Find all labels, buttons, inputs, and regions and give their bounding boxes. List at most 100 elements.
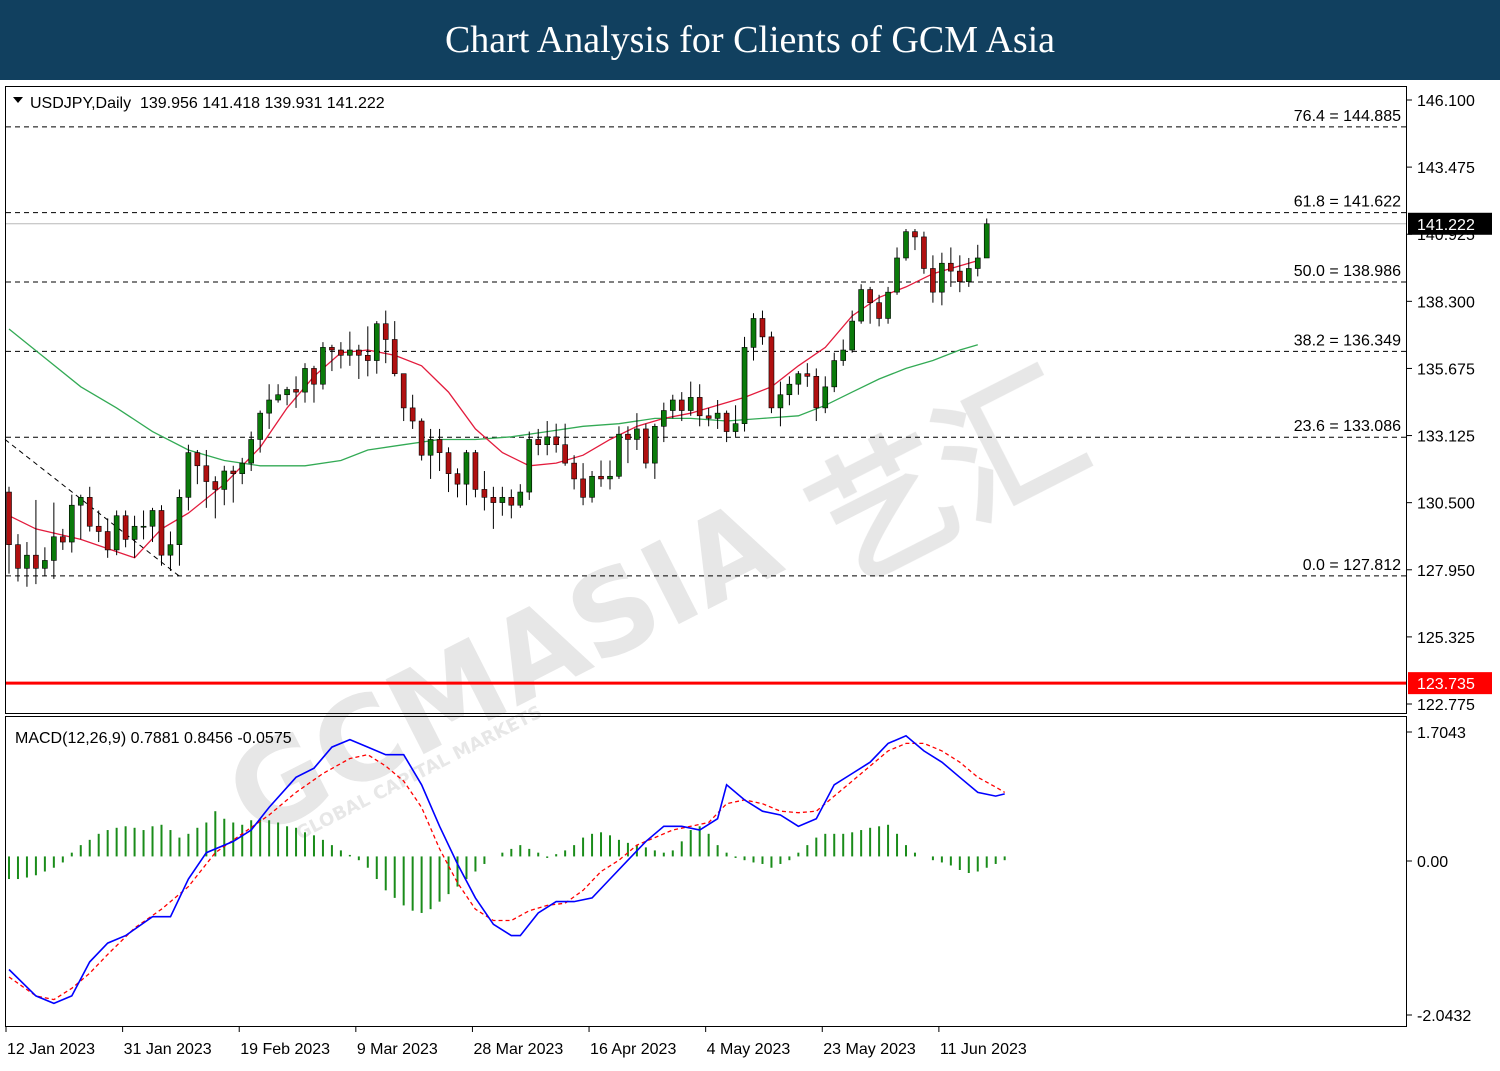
candle-body bbox=[167, 544, 174, 556]
candle-body bbox=[284, 389, 290, 396]
candle-body bbox=[768, 336, 775, 409]
candle-body bbox=[499, 497, 506, 503]
fib-level-label: 76.4 = 144.885 bbox=[1294, 108, 1401, 125]
candle-body bbox=[777, 394, 784, 409]
candle-body bbox=[894, 257, 900, 293]
candle-body bbox=[427, 439, 434, 456]
candle-body bbox=[212, 481, 219, 490]
macd-main-line bbox=[8, 734, 1005, 1005]
y-tick-label: 135.675 bbox=[1417, 361, 1475, 378]
macd-y-tick-label: -2.0432 bbox=[1417, 1008, 1471, 1025]
fib-level-label: 50.0 = 138.986 bbox=[1294, 263, 1401, 280]
candle-body bbox=[607, 475, 613, 480]
candle-body bbox=[634, 428, 640, 440]
x-tick-label: 9 Mar 2023 bbox=[357, 1041, 438, 1058]
candle-body bbox=[266, 399, 272, 414]
fib-level-label: 38.2 = 136.349 bbox=[1294, 332, 1401, 349]
candle-body bbox=[831, 360, 838, 388]
candle-body bbox=[140, 525, 147, 528]
fibonacci-levels: 76.4 = 144.885 61.8 = 141.622 50.0 = 138.9… bbox=[4, 108, 1406, 685]
candle-body bbox=[382, 323, 389, 340]
candle-body bbox=[51, 536, 57, 561]
y-tick-label: 125.325 bbox=[1417, 630, 1475, 647]
candle-body bbox=[553, 436, 559, 446]
candle-body bbox=[939, 262, 945, 293]
candle-body bbox=[589, 475, 595, 498]
candle-body bbox=[723, 412, 730, 432]
candle-body bbox=[643, 428, 649, 464]
candle-body bbox=[257, 412, 263, 440]
candle-body bbox=[454, 473, 461, 485]
candle-body bbox=[490, 497, 497, 503]
y-tick-label: 127.950 bbox=[1417, 563, 1475, 580]
candle-body bbox=[661, 410, 667, 427]
y-tick-label: 122.775 bbox=[1417, 697, 1475, 714]
support-tag-label: 123.735 bbox=[1417, 676, 1475, 693]
candle-body bbox=[858, 289, 864, 322]
candle-body bbox=[481, 489, 488, 498]
candle-body bbox=[122, 515, 129, 540]
fib-level-label: 61.8 = 141.622 bbox=[1294, 194, 1401, 211]
candle-body bbox=[544, 436, 551, 446]
candle-body bbox=[373, 323, 380, 361]
candle-body bbox=[418, 420, 425, 456]
candle-body bbox=[571, 462, 577, 480]
candle-body bbox=[616, 433, 622, 477]
x-tick-label: 28 Mar 2023 bbox=[473, 1041, 563, 1058]
candle-body bbox=[517, 491, 524, 506]
candle-body bbox=[391, 339, 398, 374]
candle-body bbox=[15, 544, 21, 569]
candle-body bbox=[329, 347, 335, 351]
candle-body bbox=[149, 510, 156, 527]
candle-body bbox=[113, 515, 120, 551]
candle-body bbox=[669, 399, 676, 411]
candle-body bbox=[320, 347, 326, 385]
candle-body bbox=[445, 452, 452, 474]
x-tick-label: 11 Jun 2023 bbox=[940, 1041, 1027, 1058]
candle-body bbox=[86, 497, 93, 527]
price-pane bbox=[5, 86, 1407, 714]
candle-body bbox=[903, 231, 909, 259]
candle-body bbox=[652, 426, 658, 464]
candlestick-series bbox=[6, 218, 990, 587]
candle-body bbox=[804, 373, 811, 377]
axes: 146.100143.475140.925138.300135.675133.1… bbox=[5, 93, 1492, 1058]
y-tick-label: 133.125 bbox=[1417, 429, 1475, 446]
candle-body bbox=[203, 465, 210, 482]
x-tick-label: 4 May 2023 bbox=[707, 1041, 791, 1058]
candle-body bbox=[356, 349, 362, 356]
candle-body bbox=[364, 354, 371, 361]
x-tick-label: 23 May 2023 bbox=[823, 1041, 916, 1058]
y-tick-label: 143.475 bbox=[1417, 160, 1475, 177]
candle-body bbox=[678, 399, 685, 411]
candle-body bbox=[732, 423, 739, 432]
candle-body bbox=[759, 318, 766, 338]
candle-body bbox=[347, 349, 353, 356]
candle-body bbox=[463, 452, 470, 485]
candle-body bbox=[239, 462, 246, 474]
candle-body bbox=[705, 415, 712, 419]
price-tag-box bbox=[1408, 212, 1492, 235]
candle-body bbox=[77, 497, 84, 506]
dropdown-triangle-icon[interactable] bbox=[13, 97, 23, 103]
candle-body bbox=[436, 439, 443, 453]
candle-body bbox=[293, 389, 299, 393]
macd-header: MACD(12,26,9) 0.7881 0.8456 -0.0575 bbox=[15, 730, 292, 747]
y-tick-label: 130.500 bbox=[1417, 496, 1475, 513]
header-banner: Chart Analysis for Clients of GCM Asia bbox=[0, 0, 1500, 80]
candle-body bbox=[876, 302, 882, 319]
fib-level-label: 23.6 = 133.086 bbox=[1294, 418, 1401, 435]
candle-body bbox=[687, 397, 694, 411]
macd-y-tick-label: 0.00 bbox=[1417, 854, 1448, 871]
candle-body bbox=[912, 231, 918, 238]
candle-body bbox=[598, 475, 604, 480]
candle-body bbox=[68, 504, 75, 543]
price-tag-label: 141.222 bbox=[1417, 217, 1475, 234]
candle-body bbox=[822, 386, 829, 409]
candle-body bbox=[957, 270, 963, 282]
candle-body bbox=[930, 268, 936, 293]
candle-body bbox=[750, 318, 757, 348]
candle-body bbox=[885, 291, 891, 319]
macd-series bbox=[8, 734, 1006, 1005]
candle-body bbox=[983, 223, 990, 259]
